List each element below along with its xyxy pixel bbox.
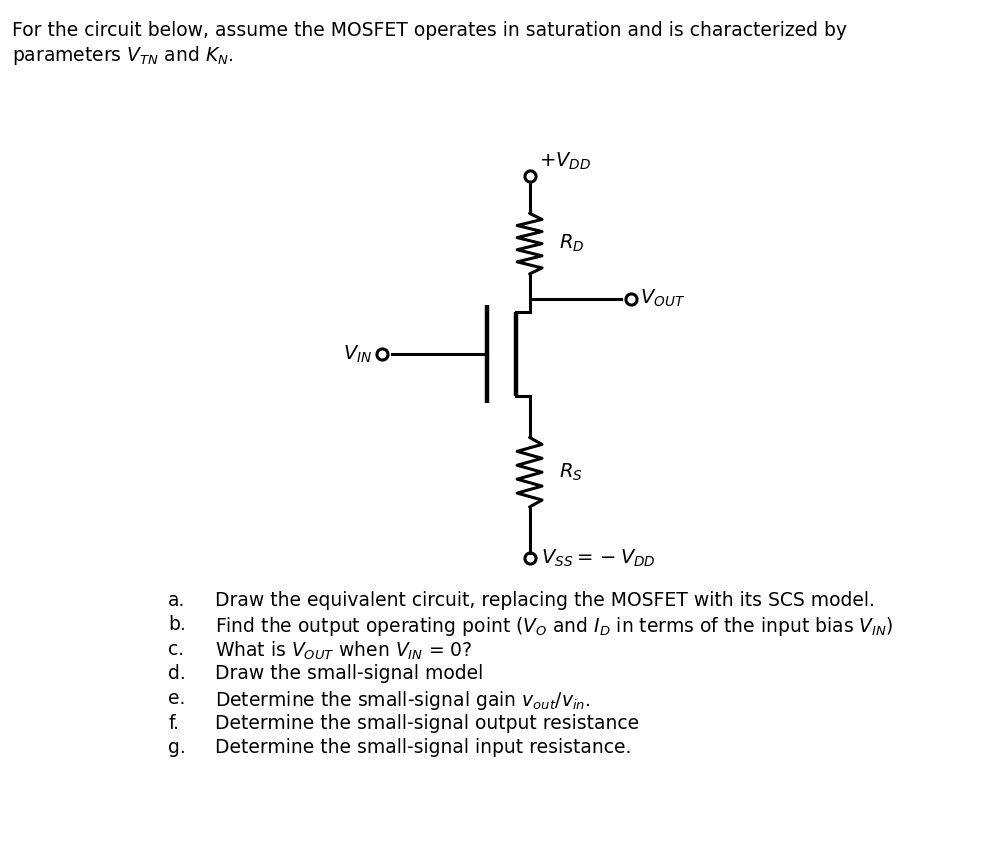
Text: c.: c. (168, 640, 184, 658)
Text: $R_D$: $R_D$ (558, 233, 584, 254)
Text: $+V_{DD}$: $+V_{DD}$ (538, 151, 590, 173)
Text: f.: f. (168, 714, 179, 733)
Text: Determine the small-signal output resistance: Determine the small-signal output resist… (214, 714, 638, 733)
Text: Draw the small-signal model: Draw the small-signal model (214, 664, 483, 684)
Text: $V_{SS} = -V_{DD}$: $V_{SS} = -V_{DD}$ (541, 547, 655, 568)
Text: parameters $V_{TN}$ and $K_N$.: parameters $V_{TN}$ and $K_N$. (12, 44, 233, 67)
Text: $V_{IN}$: $V_{IN}$ (343, 344, 372, 365)
Text: What is $V_{OUT}$ when $V_{IN}$ = 0?: What is $V_{OUT}$ when $V_{IN}$ = 0? (214, 640, 472, 662)
Text: e.: e. (168, 689, 185, 708)
Text: d.: d. (168, 664, 185, 684)
Text: Find the output operating point ($V_O$ and $I_D$ in terms of the input bias $V_{: Find the output operating point ($V_O$ a… (214, 616, 893, 638)
Text: $R_S$: $R_S$ (558, 461, 582, 482)
Text: Draw the equivalent circuit, replacing the MOSFET with its SCS model.: Draw the equivalent circuit, replacing t… (214, 590, 874, 610)
Text: $V_{OUT}$: $V_{OUT}$ (639, 288, 684, 309)
Text: For the circuit below, assume the MOSFET operates in saturation and is character: For the circuit below, assume the MOSFET… (12, 21, 847, 40)
Text: g.: g. (168, 738, 185, 757)
Text: Determine the small-signal input resistance.: Determine the small-signal input resista… (214, 738, 630, 757)
Text: Determine the small-signal gain $v_{out}$/$v_{in}$.: Determine the small-signal gain $v_{out}… (214, 689, 590, 712)
Text: a.: a. (168, 590, 185, 610)
Text: b.: b. (168, 616, 185, 634)
